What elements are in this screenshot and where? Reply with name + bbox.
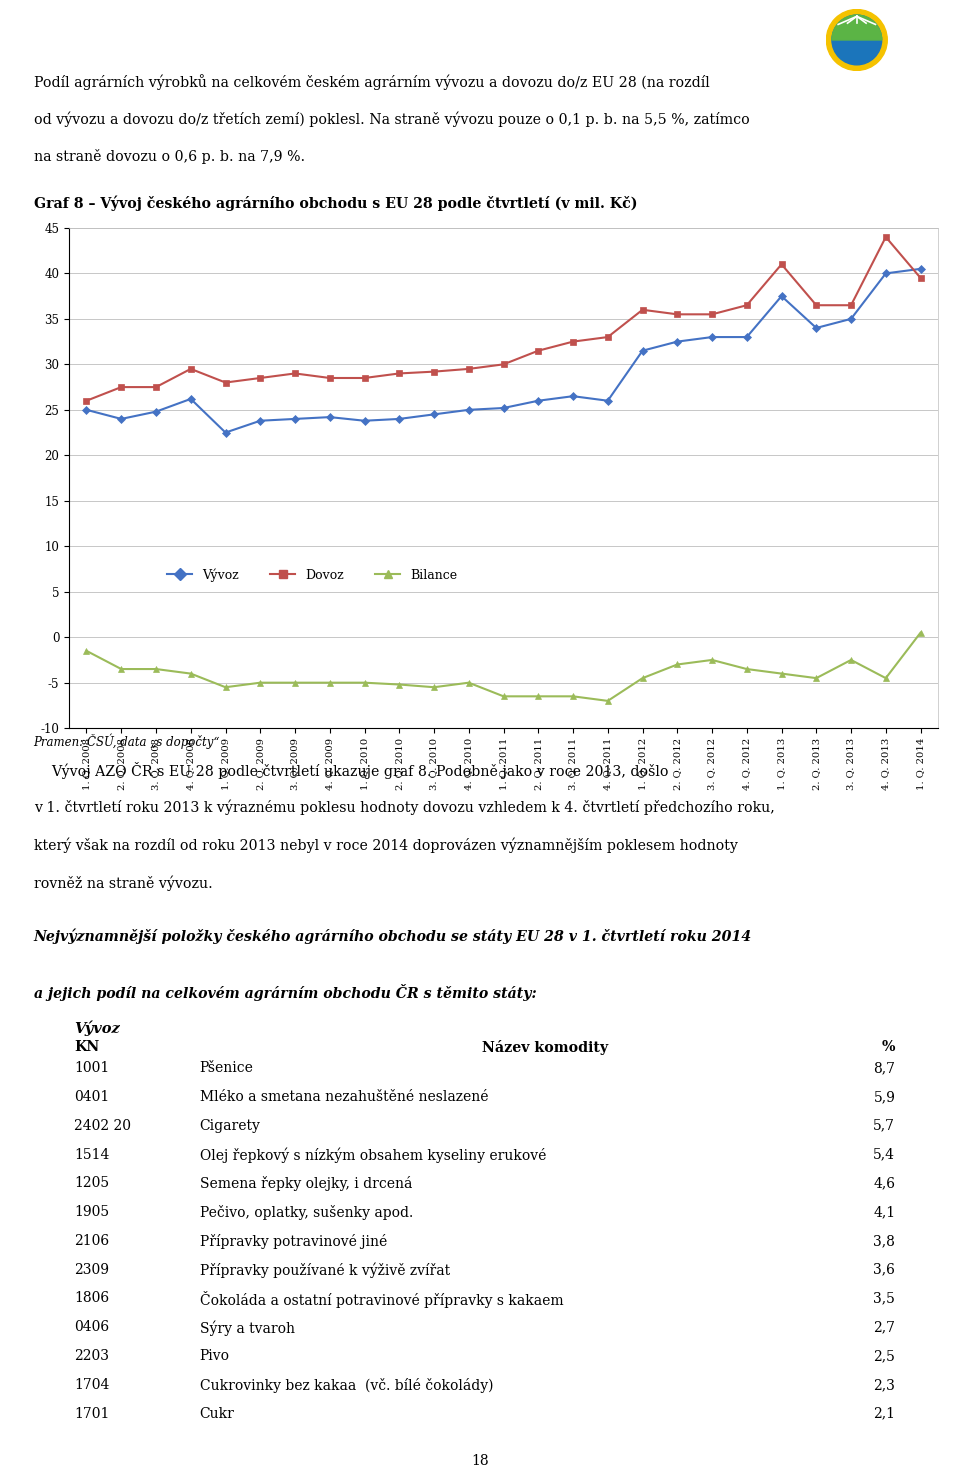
- Text: Podíl agrárních výrobků na celkovém českém agrárním vývozu a dovozu do/z EU 28 (: Podíl agrárních výrobků na celkovém česk…: [34, 74, 709, 90]
- Text: Cukrovinky bez kakaa  (vč. bílé čokolády): Cukrovinky bez kakaa (vč. bílé čokolády): [200, 1378, 493, 1393]
- Text: 2402 20: 2402 20: [74, 1119, 131, 1132]
- Text: Název komodity: Název komodity: [482, 1040, 609, 1055]
- Text: Mléko a smetana nezahuštěné neslazené: Mléko a smetana nezahuštěné neslazené: [200, 1089, 488, 1104]
- Text: 0406: 0406: [74, 1320, 109, 1335]
- Text: 1001: 1001: [74, 1061, 109, 1074]
- Text: 18: 18: [471, 1453, 489, 1468]
- Legend: Vývoz, Dovoz, Bilance: Vývoz, Dovoz, Bilance: [162, 564, 463, 588]
- Circle shape: [827, 9, 887, 71]
- Text: 2203: 2203: [74, 1350, 109, 1363]
- Text: 1806: 1806: [74, 1292, 109, 1305]
- Text: v 1. čtvrtletí roku 2013 k výraznému poklesu hodnoty dovozu vzhledem k 4. čtvrtl: v 1. čtvrtletí roku 2013 k výraznému pok…: [34, 799, 775, 815]
- Text: Graf 8 – Vývoj českého agrárního obchodu s EU 28 podle čtvrtletí (v mil. Kč): Graf 8 – Vývoj českého agrárního obchodu…: [34, 195, 637, 212]
- Text: Vývoj AZO ČR s EU 28 podle čtvrtletí ukazuje graf 8. Podobně jako v roce 2013, d: Vývoj AZO ČR s EU 28 podle čtvrtletí uka…: [34, 762, 668, 778]
- Text: KN: KN: [74, 1040, 99, 1054]
- Text: a jejich podíl na celkovém agrárním obchodu ČR s těmito státy:: a jejich podíl na celkovém agrárním obch…: [34, 984, 537, 1000]
- Text: Semena řepky olejky, i drcená: Semena řepky olejky, i drcená: [200, 1177, 412, 1191]
- Text: 1905: 1905: [74, 1205, 109, 1220]
- Text: 1701: 1701: [74, 1406, 109, 1421]
- Text: 4,1: 4,1: [874, 1205, 896, 1220]
- Text: 8,7: 8,7: [874, 1061, 896, 1074]
- Text: 5,7: 5,7: [874, 1119, 896, 1132]
- Text: 1205: 1205: [74, 1177, 109, 1190]
- Text: Nejvýznamnější položky českého agrárního obchodu se státy EU 28 v 1. čtvrtletí r: Nejvýznamnější položky českého agrárního…: [34, 928, 752, 944]
- Text: 1704: 1704: [74, 1378, 109, 1391]
- Text: Pramen: ČSÚ, data „s dopočty“: Pramen: ČSÚ, data „s dopočty“: [34, 734, 220, 749]
- Text: 2,7: 2,7: [874, 1320, 896, 1335]
- Text: Čokoláda a ostatní potravinové přípravky s kakaem: Čokoláda a ostatní potravinové přípravky…: [200, 1292, 564, 1308]
- Text: Cigarety: Cigarety: [200, 1119, 260, 1132]
- Text: 2,5: 2,5: [874, 1350, 896, 1363]
- Text: 3,5: 3,5: [874, 1292, 896, 1305]
- Text: na straně dovozu o 0,6 p. b. na 7,9 %.: na straně dovozu o 0,6 p. b. na 7,9 %.: [34, 148, 304, 164]
- Text: 1514: 1514: [74, 1147, 109, 1162]
- Text: %: %: [882, 1040, 896, 1054]
- Text: Pečivo, oplatky, sušenky apod.: Pečivo, oplatky, sušenky apod.: [200, 1205, 413, 1220]
- Text: který však na rozdíl od roku 2013 nebyl v roce 2014 doprovázen významnějším pokl: který však na rozdíl od roku 2013 nebyl …: [34, 838, 737, 852]
- Text: Přípravky potravinové jiné: Přípravky potravinové jiné: [200, 1234, 387, 1249]
- Text: 5,4: 5,4: [874, 1147, 896, 1162]
- Text: Olej řepkový s nízkým obsahem kyseliny erukové: Olej řepkový s nízkým obsahem kyseliny e…: [200, 1147, 546, 1163]
- Text: Sýry a tvaroh: Sýry a tvaroh: [200, 1320, 295, 1336]
- Text: Pšenice: Pšenice: [200, 1061, 253, 1074]
- Text: rovněž na straně vývozu.: rovněž na straně vývozu.: [34, 875, 212, 891]
- Text: Přípravky používané k výživě zvířat: Přípravky používané k výživě zvířat: [200, 1262, 450, 1279]
- Text: 5,9: 5,9: [874, 1089, 896, 1104]
- Text: 3,6: 3,6: [874, 1262, 896, 1277]
- Wedge shape: [832, 15, 881, 40]
- Text: Cukr: Cukr: [200, 1406, 234, 1421]
- Text: od vývozu a dovozu do/z třetích zemí) poklesl. Na straně vývozu pouze o 0,1 p. b: od vývozu a dovozu do/z třetích zemí) po…: [34, 111, 750, 127]
- Text: 2106: 2106: [74, 1234, 109, 1248]
- Text: Vývoz: Vývoz: [74, 1021, 120, 1036]
- Text: 2309: 2309: [74, 1262, 109, 1277]
- Text: Pivo: Pivo: [200, 1350, 229, 1363]
- Circle shape: [832, 15, 881, 65]
- Text: 3,8: 3,8: [874, 1234, 896, 1248]
- Text: 4,6: 4,6: [874, 1177, 896, 1190]
- Text: 0401: 0401: [74, 1089, 109, 1104]
- Text: 2,3: 2,3: [874, 1378, 896, 1391]
- Text: 2,1: 2,1: [874, 1406, 896, 1421]
